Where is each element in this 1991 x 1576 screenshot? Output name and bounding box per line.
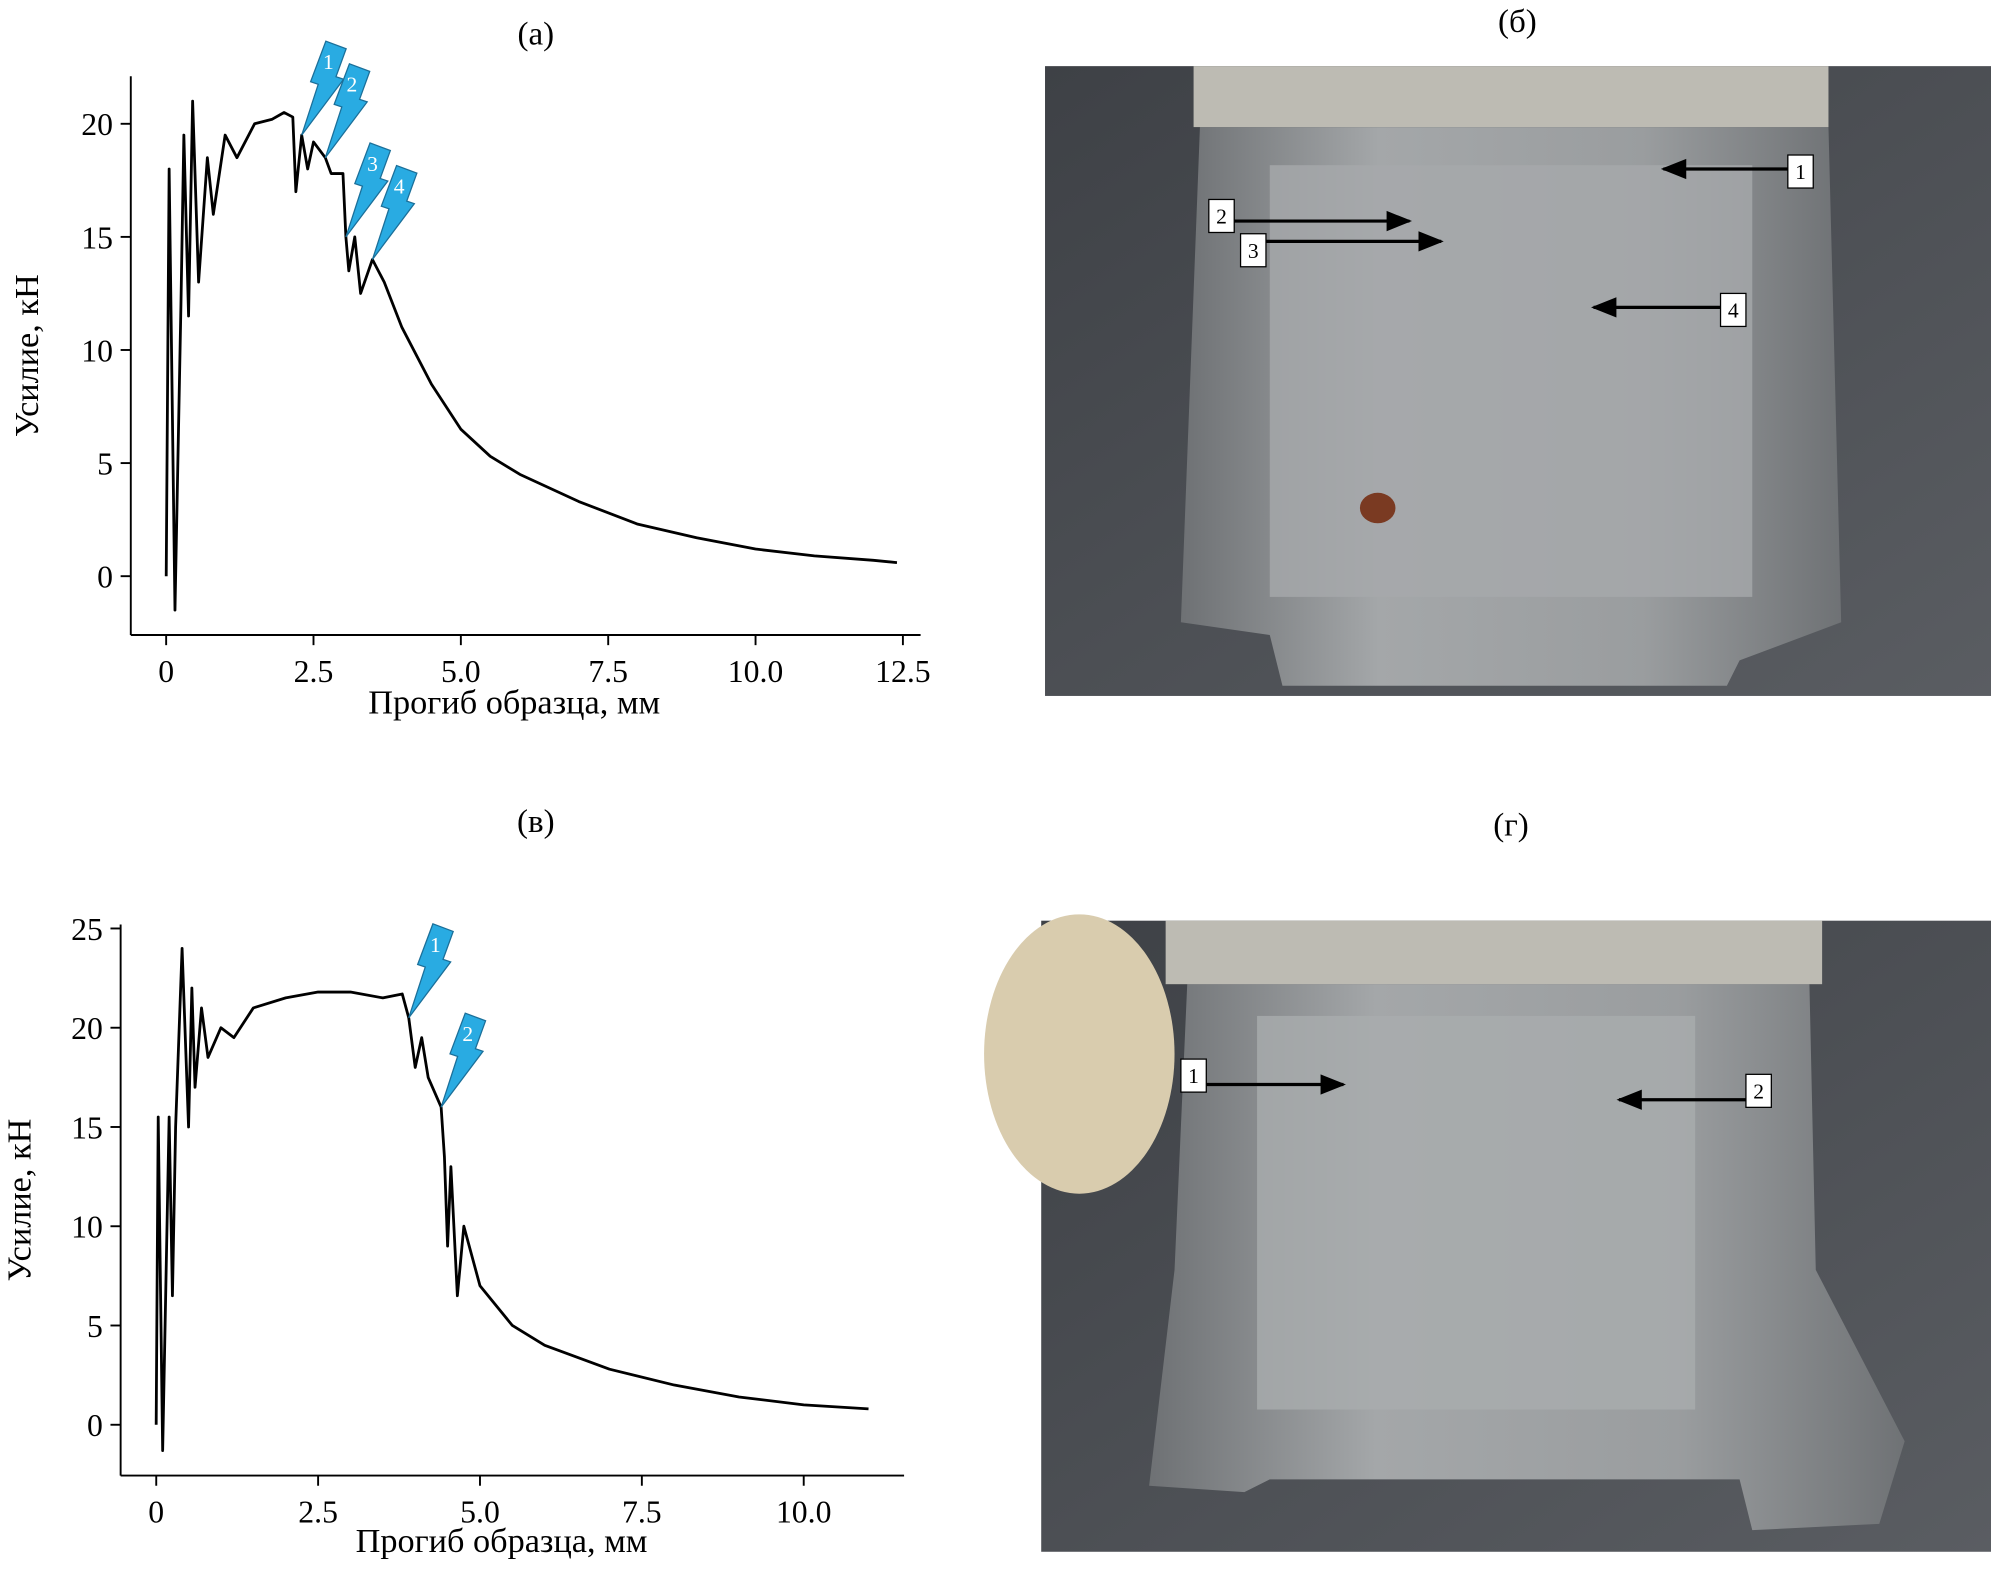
x-tick-label: 5.0 [460, 1495, 500, 1530]
annotation-arrow: 2 [324, 62, 371, 159]
photo-b: (б) 1 2 3 4 [1045, 4, 1991, 696]
y-tick-label: 20 [81, 107, 113, 142]
marker-label: 4 [1728, 299, 1739, 323]
annotation-arrow: 3 [345, 142, 392, 238]
y-tick-label: 5 [97, 447, 113, 482]
y-tick-label: 15 [81, 220, 113, 255]
lightning-arrow [371, 164, 418, 260]
annotation-label: 1 [430, 933, 441, 957]
y-tick-label: 10 [81, 333, 113, 368]
lightning-arrow [345, 142, 392, 238]
lightning-arrow [408, 923, 455, 1019]
chart: (в) 0 5 10 15 20 25 0 2.5 5.0 7.5 10.0 Прогиб образц… [0, 804, 905, 1560]
data-line [164, 99, 898, 612]
panel-label: (б) [1498, 4, 1537, 40]
chart-title: (а) [518, 17, 555, 53]
annotation-label: 2 [347, 73, 358, 97]
x-tick-label: 10.0 [776, 1495, 832, 1530]
annotation-label: 1 [323, 50, 334, 74]
background-object [984, 914, 1175, 1194]
y-tick-label: 15 [71, 1110, 103, 1145]
marker-box [1208, 198, 1235, 234]
x-tick-label: 7.5 [588, 654, 628, 689]
fracture-surface [1269, 165, 1753, 597]
x-tick-label: 12.5 [875, 654, 931, 689]
annotation-arrow: 1 [408, 923, 455, 1019]
marker-label: 1 [1795, 160, 1806, 184]
y-tick-label: 0 [97, 560, 113, 595]
x-tick-label: 0 [158, 654, 174, 689]
y-axis-label: Усилие, кН [0, 1119, 38, 1282]
chart-title: (в) [517, 804, 555, 840]
annotation-arrow: 4 [371, 164, 418, 260]
y-tick-label: 0 [87, 1408, 103, 1443]
x-tick-label: 10.0 [728, 654, 784, 689]
y-tick-label: 10 [71, 1210, 103, 1245]
y-tick-label: 20 [71, 1011, 103, 1046]
marker-box [1719, 292, 1747, 328]
x-tick-label: 0 [148, 1495, 164, 1530]
marker-label: 2 [1753, 1079, 1764, 1103]
marker-label: 1 [1188, 1064, 1199, 1088]
rust-spot [1359, 492, 1396, 524]
panel-label: (г) [1493, 808, 1529, 844]
marker-box [1180, 1058, 1207, 1093]
annotation-arrow: 1 [301, 40, 347, 136]
chart: (а) 0 5 10 15 20 0 2.5 5.0 7.5 10.0 12.5 Прогиб обра… [8, 17, 931, 722]
y-tick-label: 25 [71, 912, 103, 947]
marker-box [1787, 154, 1814, 189]
lightning-arrow [324, 62, 371, 159]
data-line [154, 946, 869, 1452]
marker-box [1239, 233, 1267, 268]
x-tick-label: 5.0 [441, 654, 481, 689]
marker-label: 2 [1216, 205, 1227, 229]
lightning-arrow [440, 1012, 487, 1108]
x-tick-label: 2.5 [298, 1495, 338, 1530]
annotation-label: 4 [394, 174, 405, 198]
lightning-arrow [301, 40, 347, 136]
y-tick-label: 5 [87, 1309, 103, 1344]
marker-label: 3 [1248, 239, 1259, 263]
fracture-surface [1257, 1015, 1696, 1410]
photo-g: (г) 1 2 [984, 808, 1991, 1552]
annotation-label: 2 [462, 1022, 473, 1046]
x-tick-label: 7.5 [622, 1495, 662, 1530]
annotation-arrow: 2 [440, 1012, 487, 1108]
y-axis-label: Усилие, кН [8, 274, 46, 437]
marker-box [1745, 1073, 1772, 1108]
specimen-top [1193, 66, 1829, 128]
annotation-label: 3 [367, 152, 378, 176]
x-axis-label: Прогиб образца, мм [356, 1522, 648, 1560]
x-axis-label: Прогиб образца, мм [368, 684, 660, 722]
x-tick-label: 2.5 [294, 654, 334, 689]
specimen-top [1165, 920, 1823, 985]
